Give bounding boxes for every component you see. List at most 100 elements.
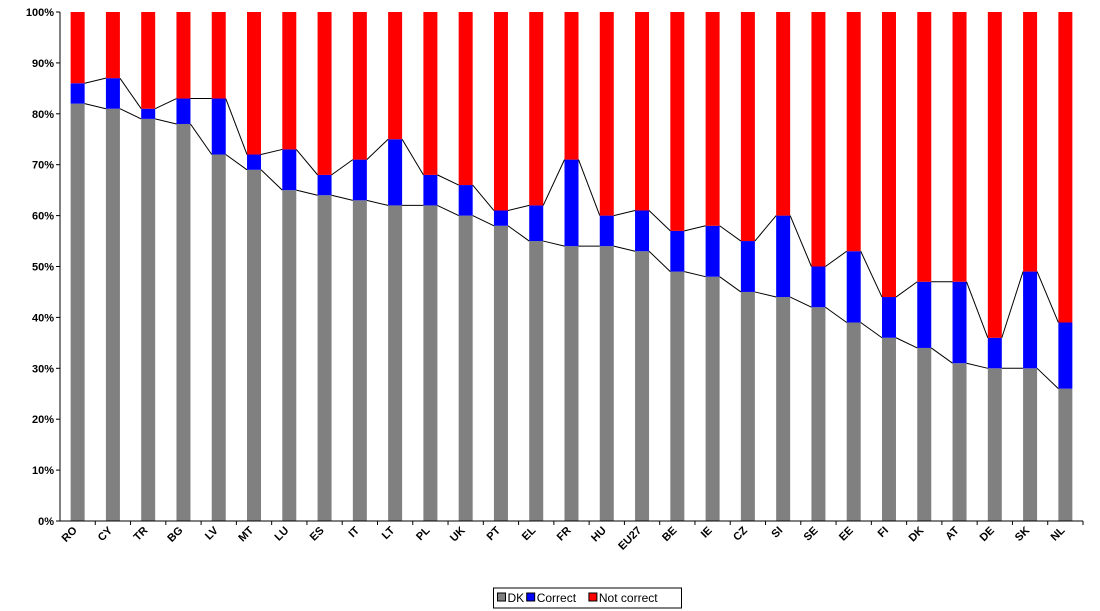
y-tick-label: 70% [32,160,54,172]
bar-segment [458,215,473,521]
series-line [930,347,953,364]
series-line [401,138,424,176]
series-line [542,159,565,206]
bar-segment [141,12,156,109]
bar-segment [635,251,650,522]
bar-segment [70,12,85,84]
bar-segment [388,205,403,522]
y-tick-label: 30% [32,363,54,375]
bar-segment [70,103,85,522]
bar-segment [105,78,120,109]
bar-segment [211,98,226,155]
series-line [84,103,107,110]
bar-segment [917,347,932,521]
bar-segment [740,12,755,242]
x-tick-label: HU [589,525,609,545]
x-tick-label: LV [203,524,221,542]
bar-segment [635,210,650,252]
bar-segment [529,205,544,242]
bar-segment [1058,12,1073,323]
x-tick-label: ES [308,525,327,544]
bar-segment [599,12,614,216]
bar-segment [423,205,438,522]
bar-segment [776,215,791,298]
bar-segment [881,297,896,338]
y-tick-label: 90% [32,58,54,70]
legend-label: DK [508,591,525,605]
series-line [578,159,601,216]
series-line [119,108,142,120]
series-line [754,291,777,298]
series-line [825,306,847,323]
bar-segment [599,246,614,521]
y-tick-label: 0% [38,516,54,528]
bar-segment [635,12,650,211]
series-line [225,98,248,155]
series-line [895,337,918,349]
bar-segment [105,108,120,522]
y-tick-label: 40% [32,312,54,324]
y-tick-label: 60% [32,211,54,223]
bar-segment [388,139,403,206]
bar-segment [705,12,720,226]
series-line [719,276,742,293]
bar-segment [493,210,508,226]
x-tick-label: EL [520,524,539,543]
bar-segment [564,159,579,247]
bar-segment [670,271,685,521]
bar-segment [1058,388,1073,521]
bar-segment [282,149,297,191]
y-tick-label: 20% [32,414,54,426]
bar-segment [987,368,1002,521]
x-tick-label: IT [347,524,363,540]
bar-segment [987,12,1002,338]
series-line [260,148,283,156]
x-tick-label: PL [414,524,433,543]
x-tick-label: PT [485,524,504,543]
bar-segment [1058,322,1073,389]
series-line [154,98,177,110]
x-tick-label: FI [876,525,891,540]
bar-segment [458,12,473,186]
series-line [719,225,742,242]
series-line [84,77,107,84]
bar-segment [423,12,438,175]
bar-segment [740,291,755,521]
bar-segment [705,225,720,277]
bar-segment [776,12,791,216]
x-tick-label: DE [978,525,997,544]
bar-segment [211,154,226,521]
series-line [366,138,389,160]
bar-segment [352,12,367,160]
legend-label: Correct [537,591,577,605]
series-line [860,251,883,298]
series-line [789,296,812,308]
bar-segment [211,12,226,99]
bar-segment [564,12,579,160]
series-line [648,210,671,232]
bar-segment [352,159,367,201]
series-line [613,245,636,252]
series-line [825,250,847,267]
bar-segment [881,337,896,521]
bar-segment [247,12,262,155]
x-tick-label: AT [943,524,961,542]
y-tick-label: 50% [32,262,54,274]
series-line [648,250,671,272]
series-line [507,225,530,242]
bar-segment [811,12,826,267]
bar-segment [776,297,791,521]
x-tick-label: IE [699,525,715,541]
series-line [331,159,354,176]
series-line [295,149,318,176]
series-line [1036,367,1059,390]
legend: DK Correct Not correct [493,587,682,609]
x-tick-label: BE [660,525,679,544]
bar-segment [670,230,685,272]
bar-segment [388,12,403,140]
series-line [155,118,177,125]
legend-swatch [588,592,598,602]
bar-segment [458,185,473,216]
bar-segment [247,169,262,522]
bar-segment [317,195,332,522]
